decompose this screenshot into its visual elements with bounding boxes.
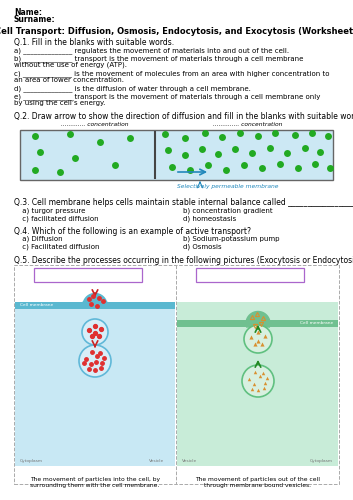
Text: Q.2. Draw arrow to show the direction of diffusion and fill in the blanks with s: Q.2. Draw arrow to show the direction of… xyxy=(14,112,353,121)
Circle shape xyxy=(79,345,111,377)
Text: d) homeostasis: d) homeostasis xyxy=(183,215,236,222)
Text: a) ______________ regulates the movement of materials into and out of the cell.: a) ______________ regulates the movement… xyxy=(14,47,289,54)
Bar xyxy=(20,130,333,180)
Text: e) ______________ transport is the movement of materials through a cell membrane: e) ______________ transport is the movem… xyxy=(14,93,321,100)
Text: Selectively permeable membrane: Selectively permeable membrane xyxy=(177,184,279,189)
Text: Cell Transport: Diffusion, Osmosis, Endocytosis, and Exocytosis (Worksheet): Cell Transport: Diffusion, Osmosis, Endo… xyxy=(0,27,353,36)
Text: ............. concentration: ............. concentration xyxy=(61,122,129,127)
Text: c) facilitated diffusion: c) facilitated diffusion xyxy=(20,215,98,222)
Circle shape xyxy=(242,365,274,397)
Bar xyxy=(177,320,338,327)
Text: Vesicle: Vesicle xyxy=(149,459,164,463)
Text: an area of lower concentration.: an area of lower concentration. xyxy=(14,77,124,83)
Text: without the use of energy (ATP).: without the use of energy (ATP). xyxy=(14,62,127,68)
Text: d) Osmosis: d) Osmosis xyxy=(183,244,222,250)
Text: Q.1. Fill in the blanks with suitable words.: Q.1. Fill in the blanks with suitable wo… xyxy=(14,38,174,47)
Text: The movement of particles into the cell, by: The movement of particles into the cell,… xyxy=(30,477,160,482)
Text: Cell membrane: Cell membrane xyxy=(300,322,333,326)
Circle shape xyxy=(82,319,108,345)
Polygon shape xyxy=(83,294,107,306)
Bar xyxy=(83,302,107,309)
Bar xyxy=(15,302,175,466)
Text: b) concentration gradient: b) concentration gradient xyxy=(183,207,273,214)
Bar xyxy=(15,302,175,309)
Text: by using the cell’s energy.: by using the cell’s energy. xyxy=(14,100,106,106)
Text: b) Sodium-potassium pump: b) Sodium-potassium pump xyxy=(183,236,280,242)
Text: The movement of particles out of the cell: The movement of particles out of the cel… xyxy=(196,477,321,482)
Polygon shape xyxy=(246,312,270,327)
Text: through membrane bound vesicles.: through membrane bound vesicles. xyxy=(204,484,311,488)
Text: .............. concentration: .............. concentration xyxy=(213,122,283,127)
Text: Cell membrane: Cell membrane xyxy=(20,304,53,308)
Text: b) ______________ transport is the movement of materials through a cell membrane: b) ______________ transport is the movem… xyxy=(14,55,303,62)
Text: Cytoplasm: Cytoplasm xyxy=(310,459,333,463)
Circle shape xyxy=(244,325,272,353)
Text: Cytoplasm: Cytoplasm xyxy=(20,459,43,463)
Bar xyxy=(14,265,339,484)
Text: Q.4. Which of the following is an example of active transport?: Q.4. Which of the following is an exampl… xyxy=(14,227,251,236)
Text: c) ______________ is the movement of molecules from an area with higher concentr: c) ______________ is the movement of mol… xyxy=(14,70,329,76)
Text: surrounding them with the cell membrane.: surrounding them with the cell membrane. xyxy=(30,484,160,488)
Text: Name:: Name: xyxy=(14,8,42,17)
Text: Q.3. Cell membrane helps cells maintain stable internal balance called _________: Q.3. Cell membrane helps cells maintain … xyxy=(14,198,353,207)
Text: c) Facilitated diffusion: c) Facilitated diffusion xyxy=(20,244,100,250)
Text: Surname:: Surname: xyxy=(14,15,56,24)
Text: a) Diffusion: a) Diffusion xyxy=(20,236,62,242)
Bar xyxy=(34,268,142,282)
Text: d) ______________ is the diffusion of water through a cell membrane.: d) ______________ is the diffusion of wa… xyxy=(14,85,251,92)
Text: Q.5. Describe the processes occurring in the following pictures (Exocytosis or E: Q.5. Describe the processes occurring in… xyxy=(14,256,353,265)
Bar xyxy=(177,302,338,466)
Bar xyxy=(196,268,304,282)
Text: Vesicle: Vesicle xyxy=(182,459,197,463)
Text: a) turgor pressure: a) turgor pressure xyxy=(20,207,85,214)
Bar xyxy=(246,320,270,327)
